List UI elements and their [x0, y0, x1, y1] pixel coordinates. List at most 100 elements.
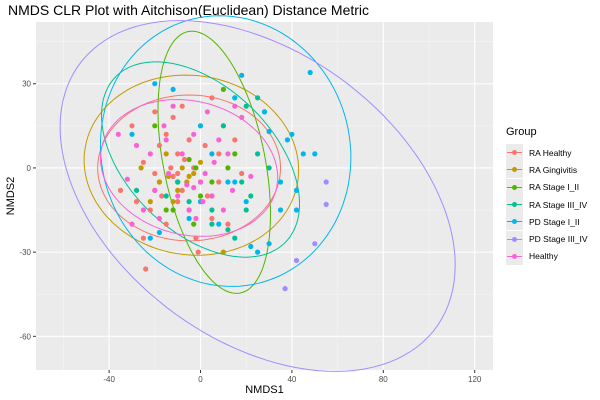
- y-axis-label: NMDS2: [5, 177, 17, 216]
- point-ra-healthy: [175, 151, 181, 157]
- point-ra-stage-iii-iv: [243, 103, 249, 109]
- major-gridlines: [36, 22, 493, 370]
- point-healthy: [184, 182, 190, 188]
- point-pd-stage-i-ii: [293, 187, 300, 193]
- point-pd-stage-i-ii: [225, 179, 231, 185]
- point-pd-stage-i-ii: [129, 131, 135, 137]
- point-pd-stage-i-ii: [152, 81, 158, 87]
- ellipse-ra-gingivitis: [83, 74, 300, 256]
- legend-title: Group: [506, 126, 537, 138]
- legend-item-ra-gingivitis: RA Gingivitis: [506, 161, 588, 179]
- point-ra-stage-iii-iv: [186, 199, 192, 205]
- ellipse-pd-stage-i-ii: [99, 15, 352, 287]
- point-ra-stage-iii-iv: [209, 221, 215, 227]
- point-pd-stage-i-ii: [147, 235, 153, 241]
- point-ra-gingivitis: [138, 165, 144, 171]
- legend-item-ra-healthy: RA Healthy: [506, 144, 588, 162]
- point-ra-stage-i-ii: [163, 207, 169, 213]
- point-ra-stage-iii-iv: [239, 179, 245, 185]
- point-ra-gingivitis: [191, 170, 197, 177]
- point-ra-stage-i-ii: [191, 221, 197, 227]
- point-healthy: [225, 151, 231, 157]
- legend: Group RA Healthy RA Gingivitis RA Stage I_…: [506, 126, 588, 265]
- point-healthy: [204, 109, 210, 115]
- point-ra-gingivitis: [197, 159, 204, 165]
- point-ra-stage-i-ii: [220, 86, 226, 92]
- point-pd-stage-i-ii: [239, 72, 245, 78]
- point-pd-stage-i-ii: [243, 199, 249, 205]
- legend-label: PD Stage I_II: [529, 216, 580, 227]
- point-ra-healthy: [195, 249, 201, 255]
- point-pd-stage-i-ii: [156, 229, 162, 236]
- point-healthy: [186, 207, 192, 213]
- x-axis: -40 0 40 80 120: [103, 370, 482, 384]
- point-ra-healthy: [163, 221, 169, 227]
- point-ra-stage-iii-iv: [255, 95, 261, 101]
- legend-item-pd-stage-iii-iv: PD Stage III_IV: [506, 230, 588, 248]
- point-healthy: [165, 170, 172, 177]
- chart-title: NMDS CLR Plot with Aitchison(Euclidean) …: [8, 2, 370, 18]
- point-healthy: [147, 151, 153, 157]
- point-healthy: [129, 221, 135, 227]
- point-healthy: [193, 215, 199, 222]
- point-healthy: [115, 131, 121, 137]
- point-ra-healthy: [175, 199, 181, 205]
- point-pd-stage-i-ii: [277, 179, 284, 185]
- point-ra-healthy: [225, 221, 231, 227]
- point-pd-stage-i-ii: [248, 243, 254, 250]
- point-ra-stage-i-ii: [197, 193, 204, 199]
- point-ra-healthy: [117, 187, 124, 193]
- point-pd-stage-iii-iv: [312, 241, 318, 247]
- point-healthy: [191, 131, 197, 137]
- legend-key-ra-gingivitis: [506, 161, 523, 179]
- point-healthy: [163, 137, 169, 143]
- point-pd-stage-i-ii: [293, 207, 300, 213]
- point-ra-stage-i-ii: [232, 151, 238, 157]
- x-tick-label: -40: [103, 375, 115, 384]
- legend-label: RA Healthy: [529, 147, 572, 158]
- point-healthy: [170, 103, 176, 109]
- point-ra-stage-i-ii: [152, 123, 158, 129]
- point-pd-stage-i-ii: [209, 151, 215, 157]
- point-pd-stage-i-ii: [216, 221, 222, 227]
- point-ra-healthy: [193, 235, 199, 241]
- point-ra-gingivitis: [179, 165, 185, 171]
- point-pd-stage-i-ii: [232, 179, 238, 185]
- y-tick-label: 0: [27, 164, 32, 173]
- ellipse-ra-stage-i-ii: [157, 30, 272, 294]
- point-pd-stage-i-ii: [307, 69, 313, 76]
- point-healthy: [229, 187, 236, 193]
- x-tick-label: 40: [287, 375, 296, 384]
- x-axis-label: NMDS1: [245, 384, 284, 396]
- y-tick-label: -30: [19, 248, 31, 257]
- point-healthy: [156, 215, 162, 222]
- point-healthy: [216, 137, 222, 143]
- legend-item-ra-stage-i-ii: RA Stage I_II: [506, 178, 588, 196]
- ellipse-ra-stage-iii-iv: [100, 61, 300, 258]
- point-ra-stage-iii-iv: [232, 235, 238, 241]
- point-ra-healthy: [186, 137, 192, 143]
- point-pd-stage-iii-iv: [323, 179, 329, 185]
- legend-key-ra-stage-i-ii: [506, 178, 523, 196]
- point-healthy: [211, 159, 217, 165]
- point-healthy: [202, 170, 208, 177]
- point-pd-stage-i-ii: [300, 151, 306, 157]
- point-ra-healthy: [129, 123, 135, 129]
- point-ra-stage-i-ii: [193, 165, 199, 171]
- legend-key-ra-stage-iii-iv: [506, 196, 523, 214]
- point-ra-stage-iii-iv: [133, 187, 140, 193]
- legend-label: RA Gingivitis: [529, 164, 578, 175]
- point-ra-stage-iii-iv: [175, 179, 181, 185]
- point-pd-stage-i-ii: [232, 95, 238, 101]
- point-ra-healthy: [216, 151, 222, 157]
- point-ra-gingivitis: [147, 199, 153, 205]
- point-pd-stage-i-ii: [289, 131, 295, 137]
- point-ra-gingivitis: [186, 173, 192, 179]
- point-healthy: [197, 179, 204, 185]
- point-ra-healthy: [181, 156, 188, 163]
- point-healthy: [220, 207, 226, 213]
- legend-label: RA Stage III_IV: [529, 199, 588, 210]
- point-healthy: [179, 151, 185, 157]
- point-ra-healthy: [140, 235, 146, 241]
